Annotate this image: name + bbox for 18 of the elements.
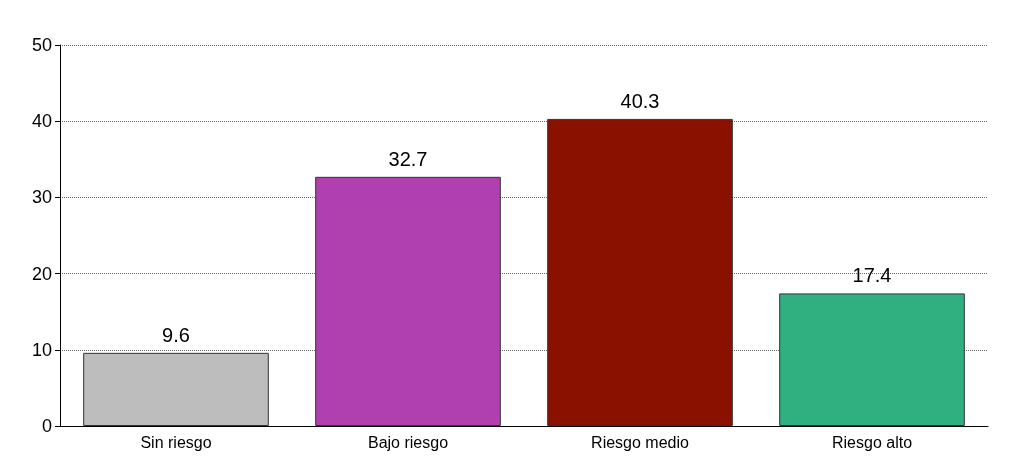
data-label: 9.6: [162, 323, 190, 346]
data-label: 40.3: [620, 89, 660, 112]
y-tick-label: 10: [31, 339, 52, 360]
y-tick-label: 30: [31, 187, 52, 208]
bar: [547, 118, 733, 426]
bar: [779, 293, 965, 426]
y-tick-label: 40: [31, 111, 52, 132]
data-label: 17.4: [852, 264, 892, 287]
x-tick-label: Bajo riesgo: [367, 433, 449, 451]
bar: [315, 176, 501, 426]
y-tick-label: 0: [41, 416, 52, 436]
bar: [83, 352, 269, 426]
x-tick-label: Riesgo alto: [831, 433, 913, 451]
data-label: 32.7: [388, 147, 428, 170]
x-tick-label: Riesgo medio: [591, 433, 690, 451]
y-tick-label: 50: [31, 35, 52, 55]
y-tick-label: 20: [31, 263, 52, 284]
x-tick-label: Sin riesgo: [140, 433, 212, 451]
